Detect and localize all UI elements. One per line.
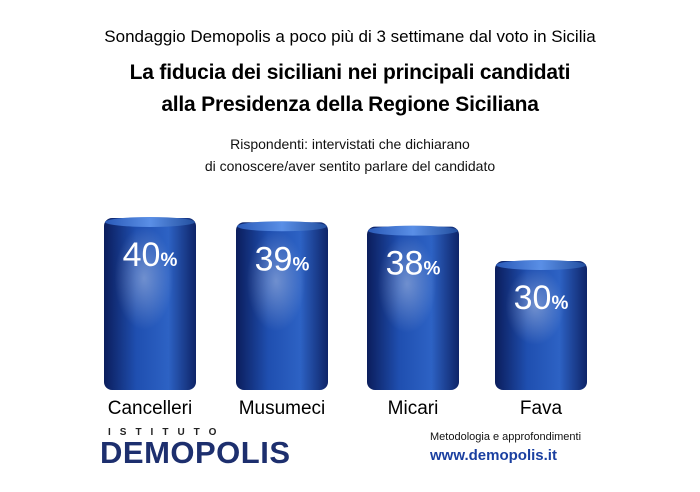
value-label: 39% [255, 240, 310, 278]
survey-title: Sondaggio Demopolis a poco più di 3 sett… [104, 27, 596, 46]
category-label: Fava [520, 398, 563, 419]
logo-subtitle: ISTITUTO [108, 427, 226, 438]
chart-headline: La fiducia dei siciliani nei principali … [0, 57, 700, 121]
category-label: Micari [388, 398, 439, 419]
bar-top-micari [368, 225, 458, 236]
bar-top-fava [496, 260, 586, 270]
demopolis-logo: ISTITUTO DEMOPOLIS [100, 427, 310, 470]
logo-wordmark: DEMOPOLIS [100, 435, 291, 470]
bar-top-cancelleri [105, 217, 195, 227]
website-link[interactable]: www.demopolis.it [430, 447, 557, 464]
value-label: 30% [514, 279, 569, 317]
value-label: 38% [386, 245, 441, 283]
headline-line-1: La fiducia dei siciliani nei principali … [129, 61, 571, 84]
category-label: Cancelleri [108, 398, 192, 419]
subtitle-line-2: di conoscere/aver sentito parlare del ca… [204, 158, 496, 174]
footer-links: Metodologia e approfondimenti www.demopo… [430, 431, 610, 464]
subtitle-line-1: Rispondenti: intervistati che dichiarano [230, 136, 470, 152]
bar-highlight [505, 267, 565, 345]
bar-top-musumeci [237, 221, 327, 232]
chart-subtitle: Rispondenti: intervistati che dichiarano… [0, 133, 700, 177]
bar-highlight [246, 230, 306, 332]
value-label: 40% [123, 236, 178, 274]
bar-highlight [114, 226, 174, 330]
category-label: Musumeci [239, 398, 326, 419]
headline-line-2: alla Presidenza della Regione Siciliana [161, 93, 539, 116]
bar-highlight [377, 234, 437, 333]
methodology-text: Metodologia e approfondimenti [430, 431, 582, 443]
